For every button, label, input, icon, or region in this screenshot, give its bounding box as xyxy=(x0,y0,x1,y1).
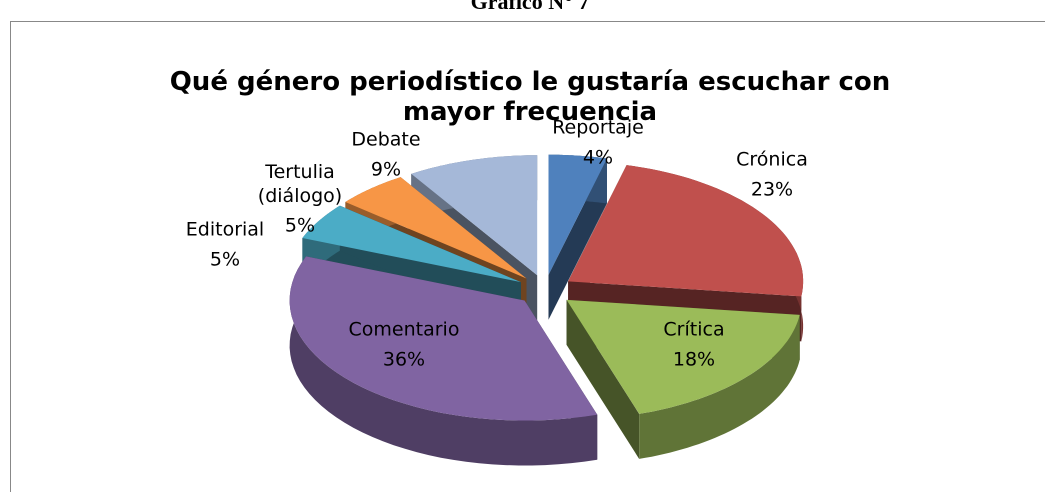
category-label: Crítica xyxy=(663,319,724,341)
category-label: Reportaje xyxy=(552,117,644,139)
category-label: Editorial xyxy=(186,219,264,241)
category-label: Crónica xyxy=(736,149,808,171)
value-label: 9% xyxy=(371,159,401,181)
category-label: Debate xyxy=(351,129,420,151)
value-label: 5% xyxy=(285,215,315,237)
value-label: 36% xyxy=(383,349,425,371)
chart-title: Qué género periodístico le gustaría escu… xyxy=(170,67,891,127)
caption: Gráfico N° 7 xyxy=(471,0,590,14)
category-label: Tertulia(diálogo) xyxy=(258,161,342,207)
category-label: Comentario xyxy=(349,319,460,341)
value-label: 23% xyxy=(751,179,793,201)
value-label: 4% xyxy=(583,147,613,169)
value-label: 18% xyxy=(673,349,715,371)
value-label: 5% xyxy=(210,249,240,271)
